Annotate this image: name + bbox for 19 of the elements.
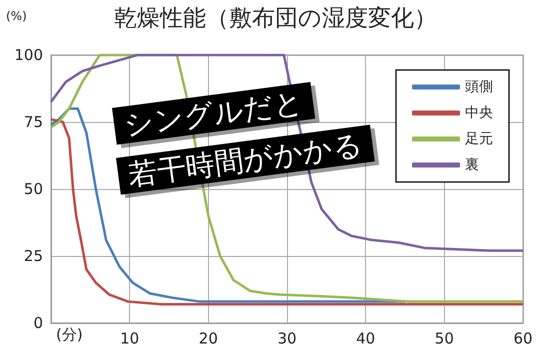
x-axis-title: (分) [56, 326, 83, 344]
x-tick-label: 20 [198, 330, 218, 348]
y-tick-label: 100 [14, 46, 43, 64]
x-tick-label: 30 [277, 330, 297, 348]
y-tick-label: 25 [24, 247, 43, 265]
x-tick-label: 10 [120, 330, 140, 348]
x-tick-label: 40 [356, 330, 376, 348]
legend-label: 頭側 [465, 79, 493, 95]
annotation: シングルだと [122, 84, 306, 142]
x-tick-label: 60 [513, 330, 533, 348]
x-tick-label: 50 [434, 330, 454, 348]
chart-title: 乾燥性能（敷布団の湿度変化） [114, 6, 437, 32]
y-tick-label: 75 [24, 113, 43, 131]
legend-label: 中央 [465, 105, 493, 121]
y-axis-title: (%) [6, 9, 27, 23]
y-tick-label: 50 [24, 180, 43, 198]
legend-label: 足元 [465, 131, 493, 147]
legend-label: 裏 [465, 157, 479, 173]
y-tick-label: 0 [33, 314, 43, 332]
